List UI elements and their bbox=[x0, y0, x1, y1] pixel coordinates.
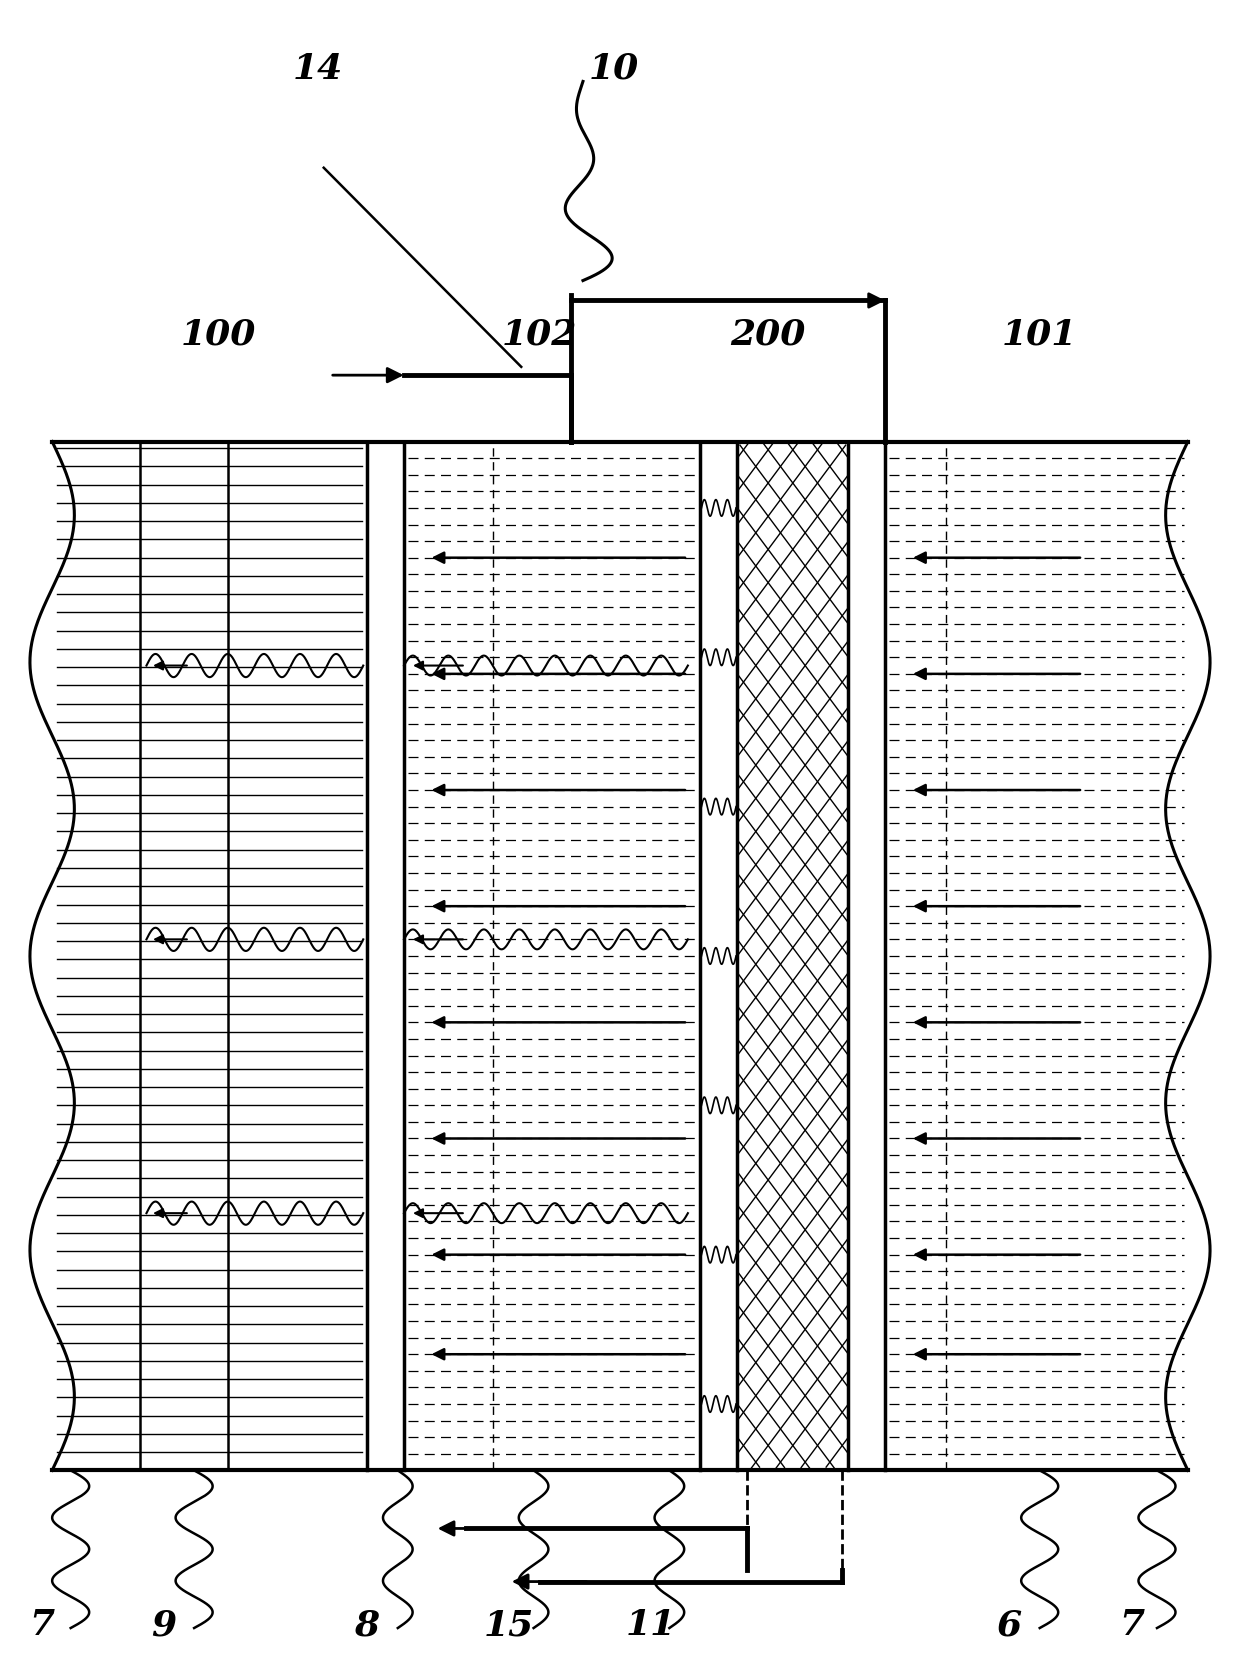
Bar bbox=[848, 443, 885, 1471]
Text: 7: 7 bbox=[1120, 1607, 1145, 1641]
Bar bbox=[885, 443, 1188, 1471]
Text: 10: 10 bbox=[589, 52, 639, 87]
Bar bbox=[738, 443, 848, 1471]
Text: 7: 7 bbox=[30, 1607, 55, 1641]
Text: 14: 14 bbox=[293, 52, 342, 87]
Bar bbox=[52, 443, 367, 1471]
Text: 11: 11 bbox=[626, 1607, 676, 1641]
Text: 15: 15 bbox=[484, 1607, 534, 1641]
Text: 101: 101 bbox=[1002, 318, 1078, 351]
Text: 9: 9 bbox=[151, 1607, 176, 1641]
Text: 6: 6 bbox=[996, 1607, 1022, 1641]
Text: 200: 200 bbox=[730, 318, 806, 351]
Text: 102: 102 bbox=[502, 318, 578, 351]
Bar bbox=[404, 443, 701, 1471]
Text: 8: 8 bbox=[355, 1607, 379, 1641]
Bar bbox=[367, 443, 404, 1471]
Text: 100: 100 bbox=[181, 318, 257, 351]
Bar bbox=[701, 443, 738, 1471]
